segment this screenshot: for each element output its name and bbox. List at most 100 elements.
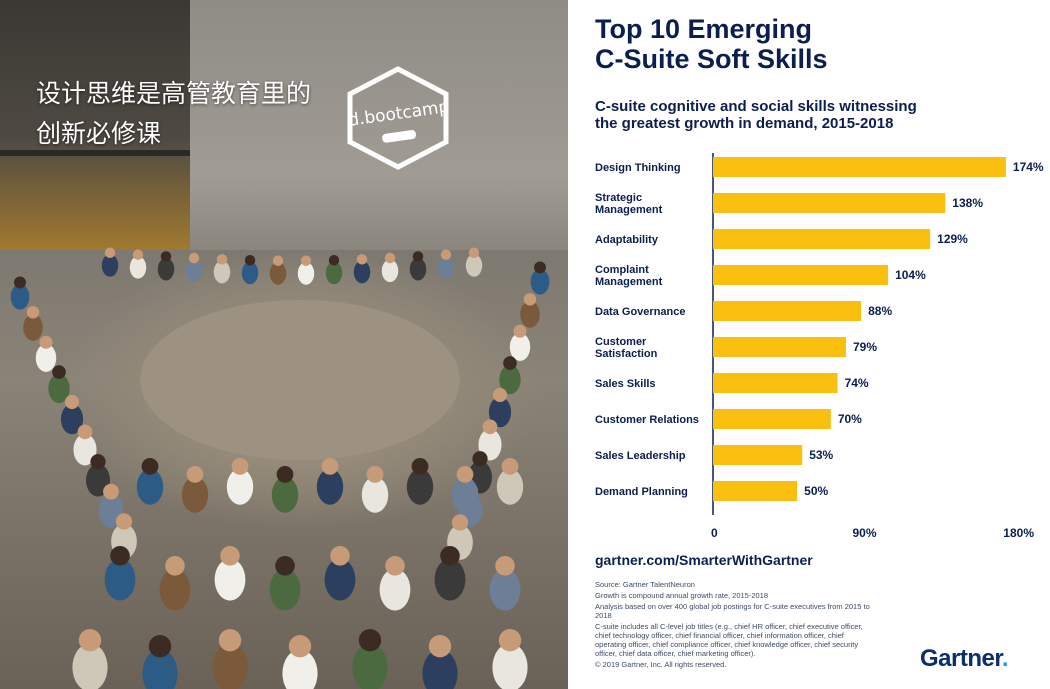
photo-person	[136, 468, 164, 505]
x-tick-label: 180%	[1003, 526, 1034, 540]
photo-person-head	[412, 251, 424, 262]
photo-person	[496, 468, 524, 505]
footnote-copyright: © 2019 Gartner, Inc. All rights reserved…	[595, 660, 727, 669]
photo-person	[269, 262, 287, 285]
category-label: Complaint Management	[595, 264, 663, 288]
photo-person	[324, 558, 356, 601]
category-label-line: Sales Leadership	[595, 450, 686, 462]
footnote-analysis: Analysis based on over 400 global job po…	[595, 602, 870, 620]
photo-person-head	[451, 514, 469, 531]
photo-person-head	[77, 424, 93, 440]
photo-person	[181, 476, 209, 513]
photo-person	[271, 476, 299, 513]
photo-person-head	[440, 546, 460, 566]
category-label-line: Customer	[595, 336, 647, 348]
category-label-line: Satisfaction	[595, 348, 658, 360]
title-line-1: Top 10 Emerging	[595, 14, 813, 44]
category-label-line: Sales Skills	[595, 378, 656, 390]
gartner-logo-dot: .	[1001, 645, 1009, 672]
photo-person	[269, 568, 301, 611]
photo-person	[361, 476, 389, 513]
bar	[713, 265, 889, 285]
bar-value-label: 88%	[868, 304, 892, 318]
photo-person-head	[220, 546, 240, 566]
category-label-line: Data Governance	[595, 306, 685, 318]
category-label-line: Adaptability	[595, 234, 659, 246]
photo-person-head	[513, 324, 527, 338]
bar-value-label: 70%	[838, 412, 862, 426]
photo-person	[129, 256, 147, 279]
photo-caption-line-1: 设计思维是高管教育里的	[36, 79, 312, 108]
photo-person-head	[103, 483, 119, 500]
photo-person-head	[456, 466, 474, 483]
photo-person-head	[468, 247, 480, 258]
bar	[713, 409, 831, 429]
photo-person-head	[411, 458, 429, 475]
bar-value-label: 129%	[937, 232, 968, 246]
category-label: Design Thinking	[595, 162, 681, 174]
photo-person-head	[330, 546, 350, 566]
photo-person-head	[160, 251, 172, 262]
bar	[713, 157, 1006, 177]
photo-person-head	[90, 454, 106, 470]
category-label: Customer Relations	[595, 414, 699, 426]
photo-person-head	[498, 629, 522, 652]
footnote-growth: Growth is compound annual growth rate, 2…	[595, 591, 769, 600]
category-label: Data Governance	[595, 306, 685, 318]
photo-person	[73, 433, 97, 466]
photo-person	[499, 365, 521, 395]
photo-person	[10, 284, 30, 310]
photo-person-head	[472, 451, 488, 467]
photo-person	[316, 468, 344, 505]
photo-person	[159, 568, 191, 611]
bar	[713, 229, 931, 249]
bar-value-label: 138%	[952, 196, 983, 210]
photo-person	[488, 396, 512, 428]
photo-person-head	[503, 356, 517, 370]
photo-person-head	[366, 466, 384, 483]
photo-person	[60, 403, 84, 435]
photo-person-head	[52, 365, 66, 379]
photo-railing	[0, 150, 190, 156]
photo-person-head	[78, 629, 102, 652]
photo-person-head	[110, 546, 130, 566]
photo-balcony	[0, 0, 190, 250]
photo-person	[297, 262, 315, 285]
photo-person-head	[275, 556, 295, 576]
source-url[interactable]: gartner.com/SmarterWithGartner	[595, 552, 813, 568]
photo-person	[35, 344, 57, 372]
bar-value-label: 50%	[804, 484, 828, 498]
photo-person-head	[288, 635, 312, 658]
category-label-line: Customer Relations	[595, 414, 699, 426]
photo-person-head	[358, 629, 382, 652]
bar	[713, 373, 838, 393]
photo-wall	[180, 0, 568, 250]
photo-person	[381, 259, 399, 283]
footnotes: Source: Gartner TalentNeuron Growth is c…	[595, 580, 870, 671]
bar	[713, 445, 803, 465]
photo-person-head	[148, 635, 172, 658]
subtitle-line-2: the greatest growth in demand, 2015-2018	[595, 115, 894, 132]
photo-person-head	[64, 394, 80, 410]
infographic-title: Top 10 Emerging C-Suite Soft Skills	[595, 14, 828, 74]
chart-subtitle: C-suite cognitive and social skills witn…	[595, 98, 917, 132]
photo-person-head	[328, 254, 340, 266]
category-label-line: Demand Planning	[595, 486, 688, 498]
photo-floor	[140, 300, 460, 460]
photo-person-head	[495, 556, 515, 576]
photo-person-head	[165, 556, 185, 576]
category-label-line: Design Thinking	[595, 162, 681, 174]
photo-person	[214, 558, 246, 601]
photo-person-head	[39, 335, 53, 349]
photo-person-head	[115, 513, 133, 530]
photo-person	[422, 649, 458, 689]
photo-person	[451, 476, 479, 513]
category-label: Sales Skills	[595, 378, 656, 390]
photo-person	[241, 261, 259, 285]
category-label: Adaptability	[595, 234, 659, 246]
photo-person	[406, 468, 434, 505]
photo-person	[437, 256, 455, 279]
photo-person	[104, 558, 136, 601]
photo-person	[325, 261, 343, 285]
photo-person-head	[14, 276, 26, 289]
